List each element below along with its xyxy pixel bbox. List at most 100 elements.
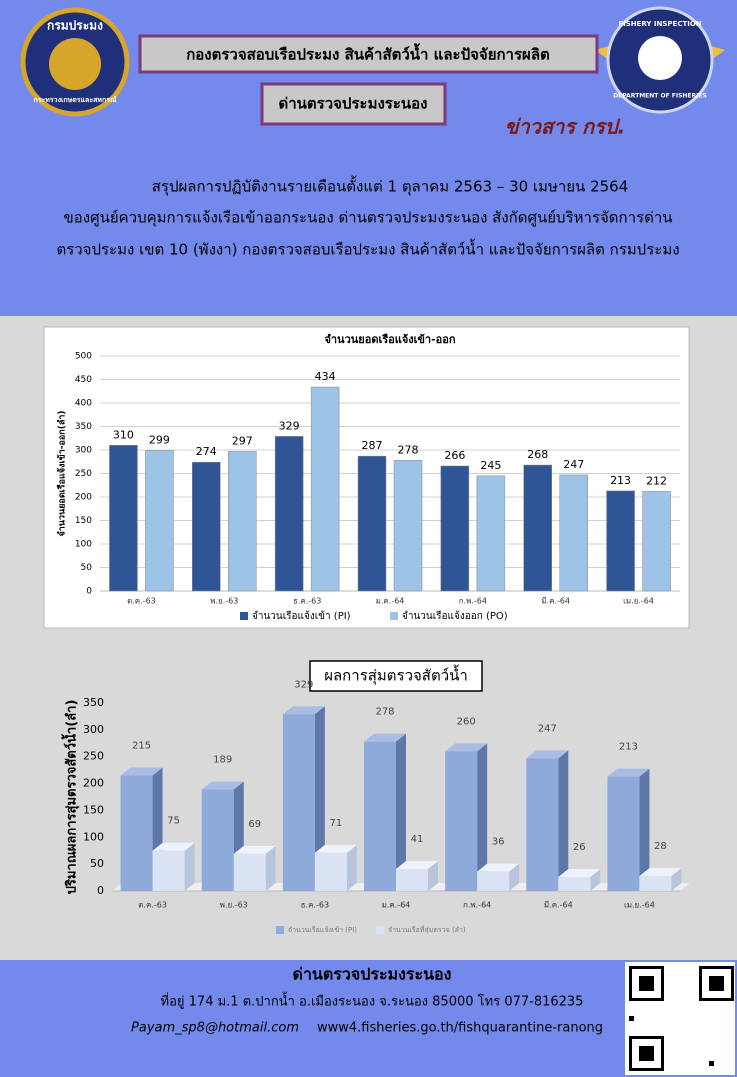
footer-address: ที่อยู่ 174 ม.1 ต.ปากน้ำ อ.เมืองระนอง จ.… — [161, 992, 584, 1010]
y-tick-label: 250 — [75, 469, 92, 479]
footer-website: www4.fisheries.go.th/fishquarantine-rano… — [317, 1021, 603, 1036]
qr-finder — [639, 1046, 654, 1061]
x-tick-label: ต.ค.-63 — [138, 901, 167, 910]
data-label: 287 — [362, 439, 383, 452]
x-tick-label: ธ.ค.-63 — [301, 901, 329, 910]
header-subtitle: ด่านตรวจประมงระนอง — [279, 95, 428, 113]
bar — [233, 853, 266, 891]
logo-text: กระทรวงเกษตรและสหกรณ์ — [34, 95, 117, 104]
bar — [201, 789, 234, 891]
y-tick-label: 450 — [75, 375, 92, 385]
bar-top — [639, 867, 682, 876]
y-axis-label: ปริมาณผลการสุ่มตรวจสัตว์น้ำ(ลำ) — [61, 700, 80, 895]
data-label: 266 — [444, 449, 465, 462]
y-tick-label: 300 — [83, 723, 104, 736]
x-tick-label: เม.ย.-64 — [623, 597, 654, 606]
qr-finder — [629, 1036, 664, 1071]
legend-label: จำนวนเรือแจ้งเข้า (PI) — [288, 926, 357, 934]
y-tick-label: 50 — [81, 563, 93, 573]
qr-finder — [629, 966, 664, 1001]
legend-swatch — [240, 612, 248, 620]
logo-emblem — [638, 36, 682, 80]
qr-finder — [699, 966, 734, 1001]
data-label: 189 — [213, 754, 232, 765]
bar — [152, 850, 185, 891]
footer-bg — [0, 960, 737, 1077]
bar — [396, 868, 428, 891]
data-label: 247 — [538, 723, 557, 734]
bar-top — [201, 781, 244, 790]
bar — [364, 741, 396, 891]
data-label: 329 — [279, 419, 300, 432]
bar — [120, 775, 153, 891]
bar — [192, 461, 221, 592]
chart-title: ผลการสุ่มตรวจสัตว์น้ำ — [324, 665, 468, 686]
bar-top — [364, 733, 406, 742]
data-label: 329 — [294, 679, 313, 690]
bar-top — [314, 844, 357, 853]
bar — [558, 877, 591, 891]
data-label: 75 — [167, 816, 180, 827]
x-tick-label: ธ.ค.-63 — [293, 597, 321, 606]
data-label: 71 — [329, 818, 342, 829]
y-tick-label: 100 — [75, 540, 92, 550]
legend-swatch — [276, 926, 284, 934]
logo-text: กรมประมง — [47, 19, 103, 33]
title-box — [138, 34, 599, 74]
data-label: 299 — [149, 433, 170, 446]
data-label: 69 — [248, 819, 261, 830]
logo-emblem — [49, 38, 101, 90]
x-tick-label: พ.ย.-63 — [220, 901, 248, 910]
bar-side — [428, 860, 438, 891]
data-label: 278 — [375, 707, 394, 718]
qr-cell — [629, 1016, 634, 1021]
bar — [526, 758, 559, 891]
summary-line: สรุปผลการปฏิบัติงานรายเดือนตั้งแต่ 1 ตุล… — [152, 176, 629, 197]
data-label: 212 — [646, 474, 667, 487]
bar — [606, 490, 635, 592]
data-label: 434 — [315, 370, 336, 383]
footer-email: Payam_sp8@hotmail.com — [131, 1021, 299, 1036]
bar-top — [152, 842, 195, 851]
data-label: 28 — [654, 841, 667, 852]
chart-title-box — [309, 660, 483, 692]
bar — [642, 491, 671, 592]
y-axis-label: จำนวนยอดเรือแจ้งเข้า-ออก(ลำ) — [56, 410, 68, 536]
x-tick-label: ก.พ.-64 — [463, 901, 491, 910]
bar — [440, 465, 470, 592]
data-label: 41 — [411, 834, 424, 845]
qr-finder — [639, 976, 654, 991]
x-tick-label: พ.ย.-63 — [210, 597, 238, 606]
y-tick-label: 400 — [75, 399, 92, 409]
bar — [145, 450, 174, 592]
data-label: 26 — [573, 842, 586, 853]
bar-top — [396, 860, 438, 869]
bar — [310, 386, 340, 592]
bar — [607, 776, 640, 891]
x-tick-label: ม.ค.-64 — [382, 901, 411, 910]
qr-finder — [709, 976, 724, 991]
bar — [477, 871, 510, 891]
bar-side — [265, 845, 276, 891]
bar — [357, 455, 387, 592]
bar-side — [639, 768, 650, 891]
legend-swatch — [376, 926, 384, 934]
logo-text: FISHERY INSPECTION — [618, 20, 701, 28]
header-title: กองตรวจสอบเรือประมง สินค้าสัตว์น้ำ และปั… — [186, 43, 550, 64]
data-label: 215 — [132, 741, 151, 752]
subtitle-box — [260, 82, 447, 126]
y-tick-label: 150 — [75, 516, 92, 526]
y-tick-label: 300 — [75, 446, 92, 456]
legend-label: จำนวนเรือแจ้งออก (PO) — [402, 610, 508, 622]
legend-label: จำนวนเรือแจ้งเข้า (PI) — [252, 610, 351, 622]
data-label: 213 — [610, 474, 631, 487]
data-label: 278 — [398, 443, 419, 456]
bar-top — [282, 706, 325, 715]
bar-top — [607, 768, 650, 777]
bar — [314, 852, 347, 891]
data-label: 310 — [113, 428, 134, 441]
y-tick-label: 350 — [75, 422, 92, 432]
bar — [274, 436, 304, 592]
bar — [639, 875, 672, 891]
